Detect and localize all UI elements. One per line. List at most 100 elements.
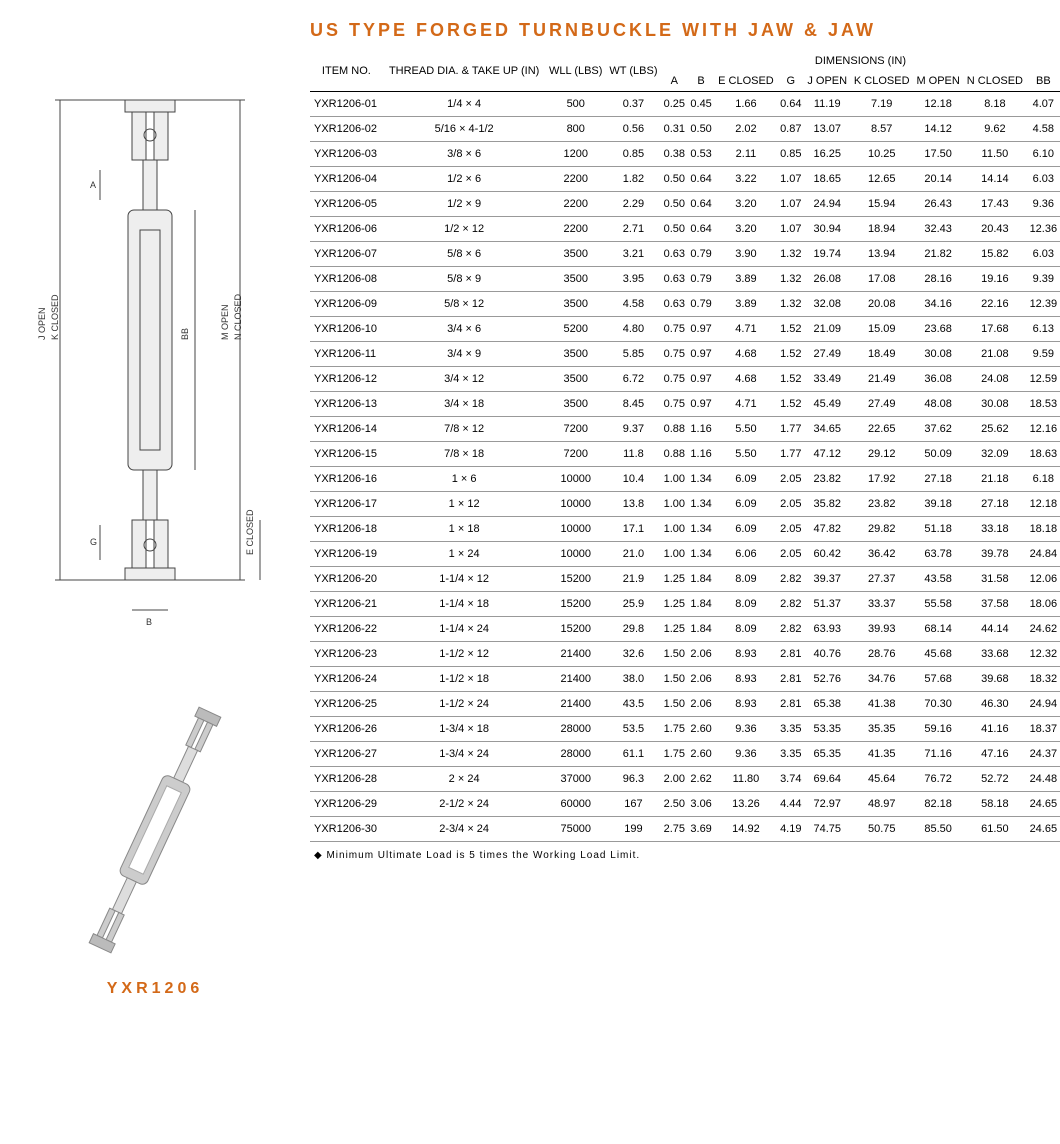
col-wt: WT (LBS) [606,51,661,92]
table-cell: 68.14 [913,617,963,642]
product-photo [55,690,255,970]
table-row: YXR1206-051/2 × 922002.290.500.643.201.0… [310,192,1060,217]
table-cell: 1200 [546,142,607,167]
table-cell: 3500 [546,292,607,317]
table-cell: 0.79 [688,267,715,292]
table-cell: 5/16 × 4-1/2 [383,117,546,142]
table-cell: 53.35 [804,717,850,742]
table-cell: 1-1/2 × 12 [383,642,546,667]
table-cell: 1.00 [661,467,688,492]
col-b: B [688,71,715,92]
table-cell: 74.75 [804,817,850,842]
table-cell: 1.50 [661,692,688,717]
table-cell: 9.62 [963,117,1027,142]
table-cell: 2.05 [777,467,804,492]
table-cell: 1.77 [777,442,804,467]
table-cell: 24.84 [1027,542,1060,567]
table-cell: 2.50 [661,792,688,817]
table-row: YXR1206-075/8 × 635003.210.630.793.901.3… [310,242,1060,267]
table-cell: 45.64 [850,767,913,792]
table-cell: YXR1206-30 [310,817,383,842]
table-cell: 17.1 [606,517,661,542]
table-row: YXR1206-123/4 × 1235006.720.750.974.681.… [310,367,1060,392]
table-cell: 63.78 [913,542,963,567]
table-row: YXR1206-033/8 × 612000.850.380.532.110.8… [310,142,1060,167]
table-cell: 46.30 [963,692,1027,717]
table-cell: 3500 [546,367,607,392]
table-cell: YXR1206-18 [310,517,383,542]
table-cell: 27.49 [850,392,913,417]
table-cell: 5.50 [715,417,778,442]
table-cell: 13.94 [850,242,913,267]
table-cell: 12.65 [850,167,913,192]
table-cell: 0.97 [688,367,715,392]
table-cell: 199 [606,817,661,842]
table-cell: 3.89 [715,292,778,317]
table-cell: 8.09 [715,617,778,642]
table-cell: 63.93 [804,617,850,642]
table-cell: 69.64 [804,767,850,792]
table-cell: 25.9 [606,592,661,617]
table-cell: 48.08 [913,392,963,417]
table-cell: 0.63 [661,267,688,292]
svg-text:B: B [146,617,152,627]
table-cell: 0.63 [661,292,688,317]
product-code: YXR1206 [10,980,300,998]
table-cell: 45.68 [913,642,963,667]
table-cell: 75000 [546,817,607,842]
table-cell: 59.16 [913,717,963,742]
table-cell: YXR1206-03 [310,142,383,167]
table-row: YXR1206-133/4 × 1835008.450.750.974.711.… [310,392,1060,417]
table-cell: 21400 [546,667,607,692]
table-cell: 76.72 [913,767,963,792]
table-cell: 58.18 [963,792,1027,817]
table-cell: 29.82 [850,517,913,542]
col-dimensions: DIMENSIONS (IN) [661,51,1060,71]
table-cell: 1/2 × 9 [383,192,546,217]
table-cell: 3.89 [715,267,778,292]
table-cell: YXR1206-13 [310,392,383,417]
table-cell: 30.94 [804,217,850,242]
table-cell: 27.37 [850,567,913,592]
table-cell: YXR1206-04 [310,167,383,192]
table-cell: YXR1206-22 [310,617,383,642]
table-cell: 18.06 [1027,592,1060,617]
table-cell: 500 [546,92,607,117]
table-cell: 65.35 [804,742,850,767]
table-cell: 21400 [546,692,607,717]
table-cell: 37.58 [963,592,1027,617]
table-cell: 1.50 [661,667,688,692]
table-cell: 17.50 [913,142,963,167]
table-cell: 5/8 × 9 [383,267,546,292]
table-cell: 2.05 [777,542,804,567]
table-cell: 4.71 [715,317,778,342]
table-cell: YXR1206-09 [310,292,383,317]
table-cell: 21.0 [606,542,661,567]
table-cell: 10.4 [606,467,661,492]
table-cell: 1.32 [777,242,804,267]
table-cell: 85.50 [913,817,963,842]
table-cell: 0.50 [661,167,688,192]
table-cell: YXR1206-25 [310,692,383,717]
table-cell: YXR1206-01 [310,92,383,117]
table-cell: YXR1206-11 [310,342,383,367]
table-cell: 1.84 [688,617,715,642]
table-cell: 72.97 [804,792,850,817]
table-cell: 32.08 [804,292,850,317]
table-cell: 1.00 [661,542,688,567]
table-cell: 14.14 [963,167,1027,192]
table-row: YXR1206-025/16 × 4-1/28000.560.310.502.0… [310,117,1060,142]
table-cell: 9.36 [715,742,778,767]
page-title: US TYPE FORGED TURNBUCKLE WITH JAW & JAW [310,20,1060,41]
table-cell: YXR1206-08 [310,267,383,292]
table-cell: 24.08 [963,367,1027,392]
table-row: YXR1206-292-1/2 × 24600001672.503.0613.2… [310,792,1060,817]
table-cell: 1-1/2 × 24 [383,692,546,717]
table-cell: 2.60 [688,742,715,767]
table-cell: 0.79 [688,242,715,267]
spec-table: ITEM NO. THREAD DIA. & TAKE UP (IN) WLL … [310,51,1060,842]
table-cell: 0.64 [688,167,715,192]
table-cell: 24.62 [1027,617,1060,642]
svg-text:G: G [90,537,97,547]
table-cell: 10000 [546,467,607,492]
